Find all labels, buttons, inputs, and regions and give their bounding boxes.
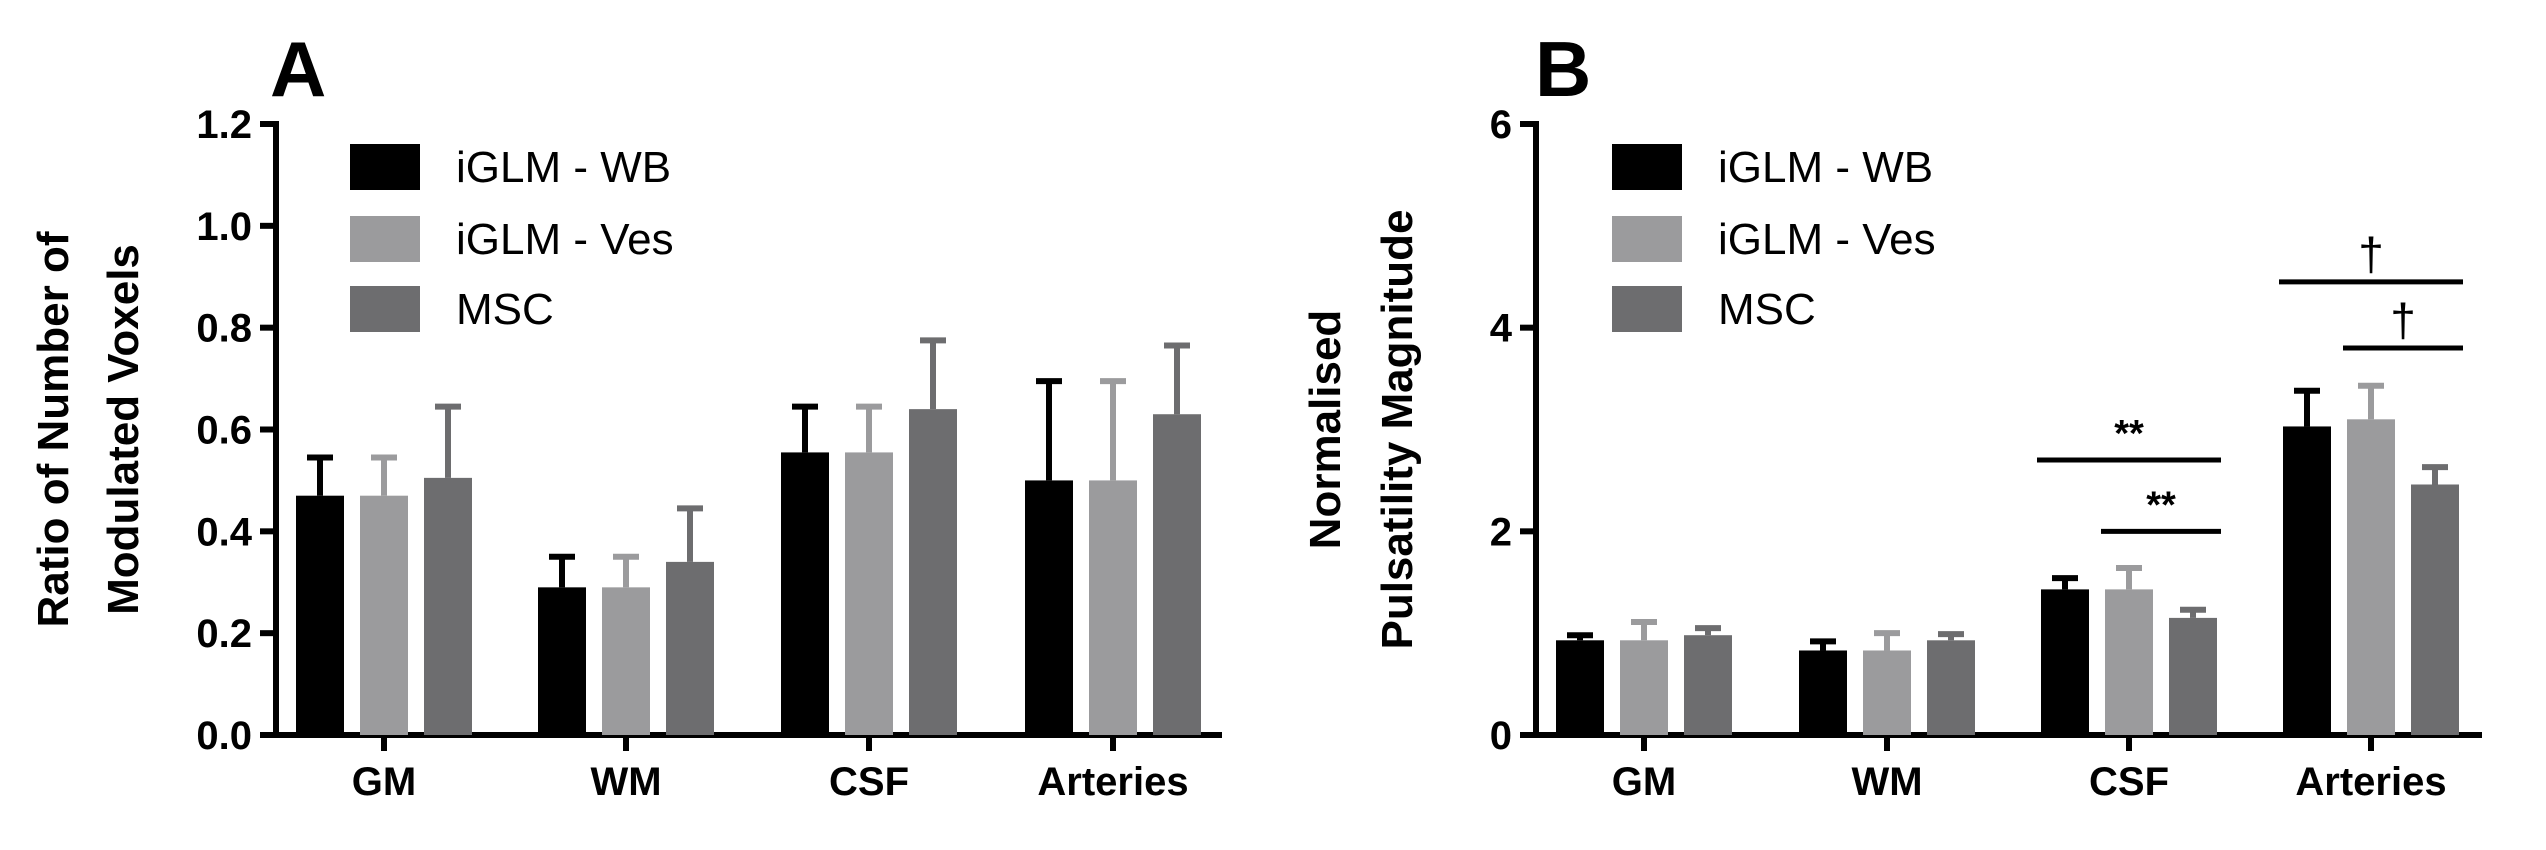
bar	[845, 452, 893, 735]
chart-panel-b: B Normalised Pulsatility Magnitude 0 2 4 6 GM WM…	[1301, 25, 2482, 804]
y-axis-title-line: Pulsatility Magnitude	[1373, 209, 1422, 649]
legend-label: MSC	[456, 285, 554, 334]
x-category-label: GM	[1612, 760, 1676, 804]
bar	[1863, 650, 1911, 735]
bar	[1684, 635, 1732, 735]
legend-swatch	[350, 286, 420, 332]
bar	[1927, 640, 1975, 735]
bar	[360, 495, 408, 735]
bar	[1025, 480, 1073, 735]
bar	[602, 587, 650, 735]
x-category-label: WM	[590, 760, 661, 804]
chart-panel-a: A Ratio of Number of Modulated Voxels 0.0 0.…	[29, 25, 1222, 804]
significance-marker: †	[2358, 228, 2384, 280]
y-axis-title-line: Normalised	[1301, 310, 1350, 550]
bar	[1620, 640, 1668, 735]
y-tick-label: 0.0	[196, 714, 252, 758]
legend-swatch	[350, 144, 420, 190]
y-tick-label: 0.6	[196, 409, 252, 453]
bar	[2041, 589, 2089, 735]
significance-marker: **	[2114, 413, 2144, 455]
y-tick-label: 0.8	[196, 307, 252, 351]
y-tick-label: 2	[1490, 510, 1512, 554]
bar	[1556, 640, 1604, 735]
legend-label: MSC	[1718, 285, 1816, 334]
y-axis-title-line: Ratio of Number of	[29, 231, 78, 627]
x-category-label: CSF	[829, 760, 909, 804]
legend-label: iGLM - Ves	[456, 215, 674, 264]
legend-swatch	[1612, 216, 1682, 262]
x-category-label: Arteries	[1037, 760, 1188, 804]
y-tick-label: 0.2	[196, 612, 252, 656]
bar	[424, 477, 472, 735]
legend-swatch	[1612, 286, 1682, 332]
x-category-label: GM	[352, 760, 416, 804]
bar	[296, 495, 344, 735]
legend-label: iGLM - Ves	[1718, 215, 1936, 264]
significance-marker: **	[2146, 484, 2176, 526]
bar	[2169, 617, 2217, 735]
legend-swatch	[1612, 144, 1682, 190]
y-tick-label: 0	[1490, 714, 1512, 758]
bar	[666, 561, 714, 735]
bar	[2105, 589, 2153, 735]
significance-marker: †	[2390, 294, 2416, 346]
bar	[1089, 480, 1137, 735]
bar	[2283, 426, 2331, 735]
bar	[538, 587, 586, 735]
y-tick-label: 1.0	[196, 205, 252, 249]
bar	[1153, 414, 1201, 735]
x-category-label: WM	[1851, 760, 1922, 804]
bar	[781, 452, 829, 735]
legend-label: iGLM - WB	[1718, 143, 1933, 192]
x-category-label: CSF	[2089, 760, 2169, 804]
legend-label: iGLM - WB	[456, 143, 671, 192]
bar	[1799, 650, 1847, 735]
bar	[909, 409, 957, 735]
y-axis-title-line: Modulated Voxels	[99, 244, 148, 615]
panel-letter: B	[1535, 25, 1591, 113]
bar	[2411, 484, 2459, 735]
bar	[2347, 419, 2395, 735]
x-category-label: Arteries	[2295, 760, 2446, 804]
panel-letter: A	[270, 25, 326, 113]
y-tick-label: 4	[1490, 307, 1513, 351]
y-tick-label: 0.4	[196, 510, 252, 554]
y-tick-label: 6	[1490, 103, 1512, 147]
y-tick-label: 1.2	[196, 103, 252, 147]
legend-swatch	[350, 216, 420, 262]
